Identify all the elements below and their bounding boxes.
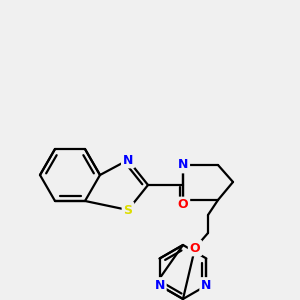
Text: N: N — [123, 154, 133, 166]
Text: O: O — [178, 199, 188, 212]
Text: N: N — [154, 279, 165, 292]
Text: N: N — [201, 279, 212, 292]
Text: S: S — [124, 203, 133, 217]
Text: O: O — [190, 242, 200, 254]
Text: N: N — [178, 158, 188, 172]
